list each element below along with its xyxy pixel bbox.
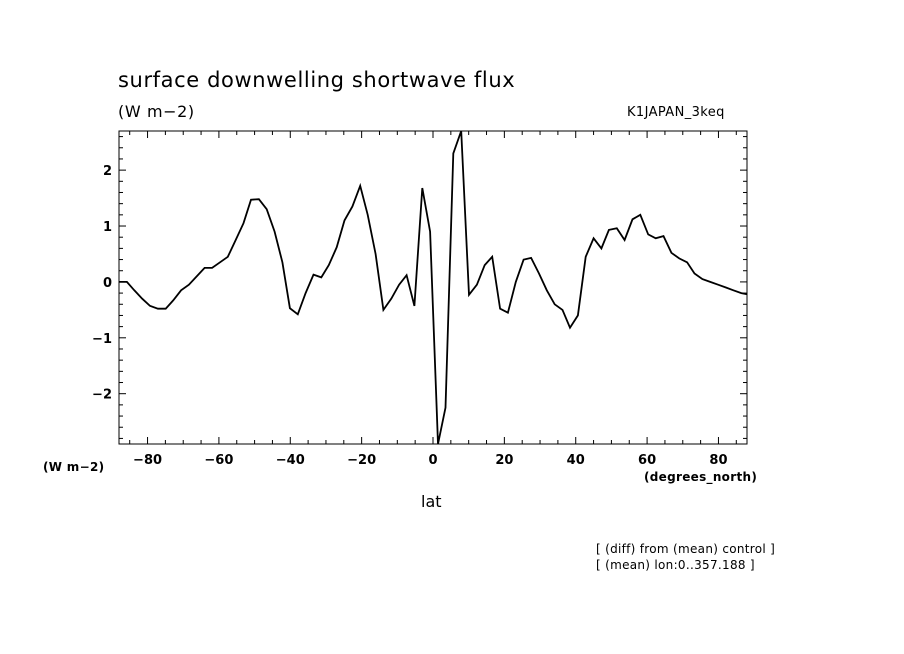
chart-title: surface downwelling shortwave flux bbox=[118, 68, 516, 92]
x-axis-label: lat bbox=[421, 492, 442, 511]
x-axis-unit: (degrees_north) bbox=[644, 470, 758, 484]
x-tick-label: 80 bbox=[709, 453, 727, 468]
y-tick-label: 2 bbox=[103, 164, 112, 179]
x-tick-label: 60 bbox=[638, 453, 656, 468]
run-label: K1JAPAN_3keq bbox=[627, 105, 725, 120]
y-tick-label: 1 bbox=[103, 220, 112, 235]
x-tick-label: 40 bbox=[567, 453, 585, 468]
note-mean: [ (mean) lon:0..357.188 ] bbox=[596, 558, 755, 572]
y-tick-label: 0 bbox=[103, 276, 112, 291]
x-tick-label: 0 bbox=[428, 453, 437, 468]
x-tick-label: −60 bbox=[204, 453, 233, 468]
y-tick-label: −2 bbox=[92, 388, 112, 403]
x-tick-label: −20 bbox=[347, 453, 376, 468]
x-tick-label: −40 bbox=[276, 453, 305, 468]
note-diff: [ (diff) from (mean) control ] bbox=[596, 542, 776, 556]
data-series-line bbox=[119, 131, 747, 444]
y-tick-label: −1 bbox=[92, 332, 112, 347]
x-tick-label: 20 bbox=[495, 453, 513, 468]
x-tick-label: −80 bbox=[133, 453, 162, 468]
chart-subtitle-unit: (W m−2) bbox=[118, 102, 195, 121]
y-axis-unit: (W m−2) bbox=[43, 460, 105, 474]
